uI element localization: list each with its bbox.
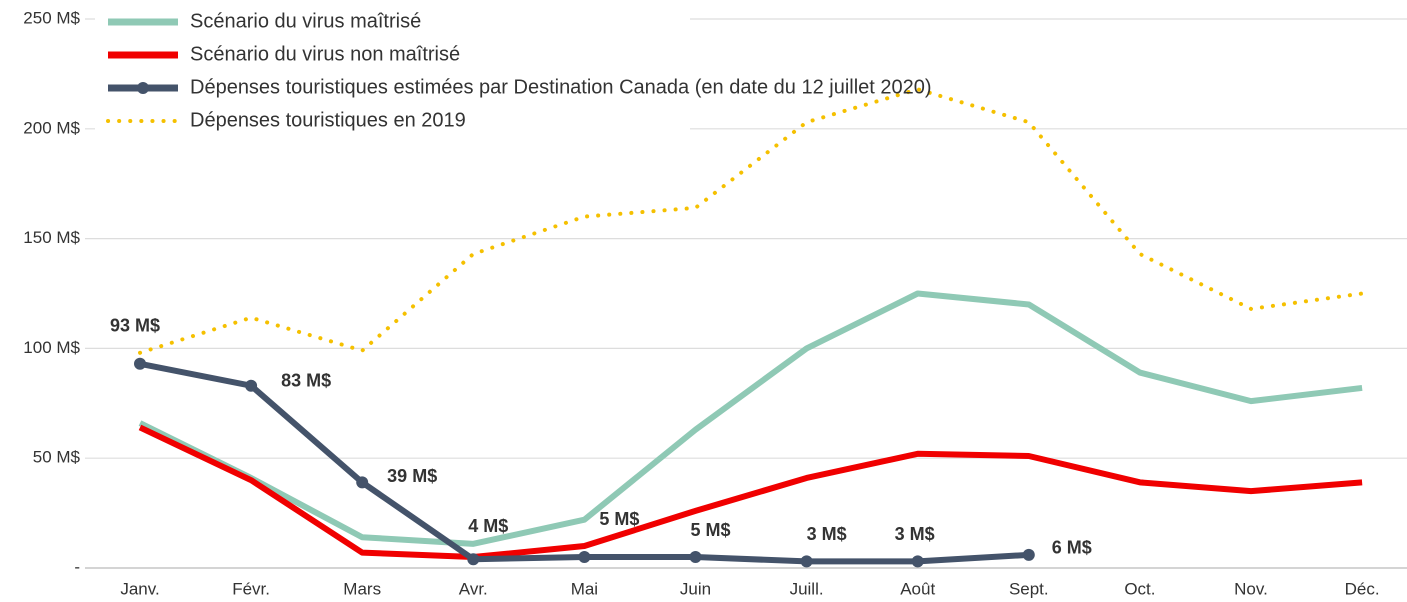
series-line bbox=[138, 290, 1363, 547]
x-tick-label: Mars bbox=[343, 579, 381, 598]
legend-marker bbox=[137, 82, 149, 94]
x-tick-label: Sept. bbox=[1009, 579, 1049, 598]
y-tick-label: 150 M$ bbox=[23, 228, 80, 247]
y-tick-label: 50 M$ bbox=[33, 448, 81, 467]
legend-label: Dépenses touristiques estimées par Desti… bbox=[190, 76, 932, 98]
data-label: 5 M$ bbox=[690, 520, 730, 540]
x-tick-label: Oct. bbox=[1124, 579, 1155, 598]
series-line bbox=[138, 424, 1363, 561]
marker bbox=[911, 555, 924, 568]
x-tick-label: Janv. bbox=[120, 579, 159, 598]
x-tick-label: Juill. bbox=[790, 579, 824, 598]
marker bbox=[245, 379, 258, 392]
x-tick-label: Juin bbox=[680, 579, 711, 598]
marker bbox=[467, 553, 480, 566]
legend-box bbox=[95, 5, 690, 133]
legend-label: Scénario du virus maîtrisé bbox=[190, 10, 421, 32]
data-label: 6 M$ bbox=[1052, 538, 1092, 558]
legend-label: Dépenses touristiques en 2019 bbox=[190, 109, 466, 131]
data-label: 4 M$ bbox=[468, 516, 508, 536]
y-tick-label: 250 M$ bbox=[23, 8, 80, 27]
marker bbox=[1022, 548, 1035, 561]
x-tick-label: Déc. bbox=[1345, 579, 1380, 598]
series-line bbox=[138, 87, 1365, 355]
data-label: 93 M$ bbox=[110, 316, 160, 336]
data-label: 39 M$ bbox=[387, 466, 437, 486]
x-tick-label: Août bbox=[900, 579, 935, 598]
x-tick-label: Nov. bbox=[1234, 579, 1268, 598]
data-label: 5 M$ bbox=[599, 509, 639, 529]
marker bbox=[356, 476, 369, 489]
marker bbox=[134, 357, 146, 370]
data-label: 83 M$ bbox=[281, 370, 331, 390]
x-tick-label: Mai bbox=[571, 579, 598, 598]
data-label: 3 M$ bbox=[895, 524, 935, 544]
y-tick-label: - bbox=[74, 557, 80, 576]
data-label: 3 M$ bbox=[807, 524, 847, 544]
y-tick-label: 200 M$ bbox=[23, 118, 80, 137]
marker bbox=[689, 551, 702, 564]
marker bbox=[800, 555, 813, 568]
legend-label: Scénario du virus non maîtrisé bbox=[190, 43, 460, 65]
y-tick-label: 100 M$ bbox=[23, 338, 80, 357]
marker bbox=[578, 551, 591, 564]
x-tick-label: Avr. bbox=[459, 579, 488, 598]
x-tick-label: Févr. bbox=[232, 579, 270, 598]
